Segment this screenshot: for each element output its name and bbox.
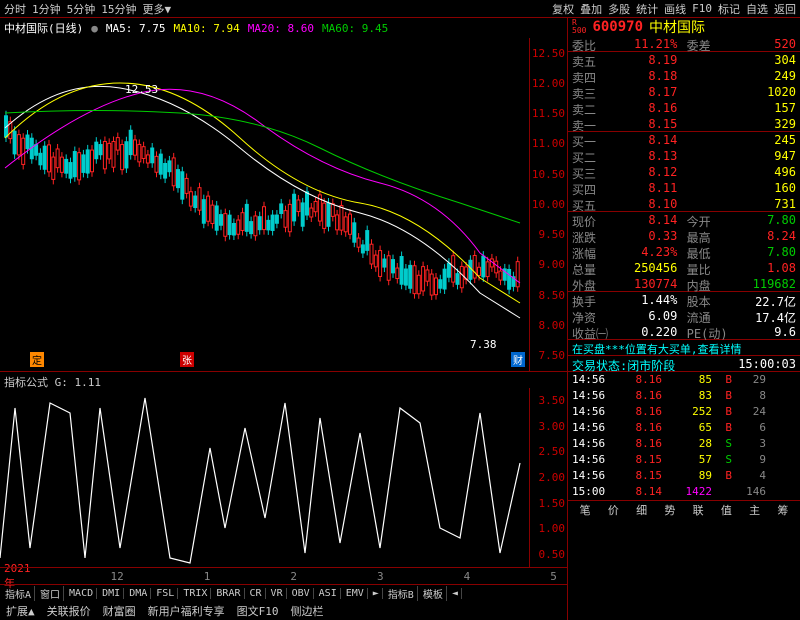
quote-row: 买二8.13947 [568,148,800,164]
quote-row: 委比11.21%委差520 [568,36,800,52]
topbar-item[interactable]: 统计 [636,1,658,17]
indicator-tab[interactable]: FSL [153,588,178,599]
topbar-item[interactable]: 15分钟 [101,1,136,17]
quote-row: 现价8.14今开7.80 [568,212,800,228]
quote-row: 买一8.14245 [568,132,800,148]
quote-row: 买三8.12496 [568,164,800,180]
ding-badge[interactable]: 定 [30,352,44,367]
topbar-item[interactable]: 更多▼ [143,1,172,17]
ma-header: 中材国际(日线) ● MA5: 7.75 MA10: 7.94 MA20: 8.… [0,18,567,38]
indicator-tab[interactable]: EMV [343,588,368,599]
tick-row: 14:568.1685B29 [568,372,800,388]
svg-text:7.38: 7.38 [470,338,497,351]
zhang-badge[interactable]: 张 [180,352,194,367]
right-tabs: 笔价细势联值主筹 [568,500,800,518]
quote-row: 换手1.44%股本22.7亿 [568,292,800,308]
right-tab[interactable]: 联 [693,502,704,518]
indicator-yaxis: 3.503.002.502.001.501.000.50 [529,388,567,567]
quote-row: 总量250456量比1.08 [568,260,800,276]
indicator-tab[interactable]: BRAR [213,588,244,599]
indicator-tab[interactable]: TRIX [180,588,211,599]
bottombar-item[interactable]: 图文F10 [233,603,283,619]
right-tab[interactable]: 筹 [777,502,788,518]
tick-row: 14:568.1628S3 [568,436,800,452]
svg-text:12.53: 12.53 [125,83,158,96]
right-tab[interactable]: 势 [664,502,675,518]
indicator-tab[interactable]: ◄ [449,588,462,599]
tick-row: 15:008.141422146 [568,484,800,500]
tick-row: 14:568.1589B4 [568,468,800,484]
quote-row: 卖一8.15329 [568,116,800,132]
tick-row: 14:568.1557S9 [568,452,800,468]
right-tab[interactable]: 细 [636,502,647,518]
quote-row: 买四8.11160 [568,180,800,196]
topbar-item[interactable]: 复权 [552,1,574,17]
tick-row: 14:568.1665B6 [568,420,800,436]
date-axis: 2021年1212345 [0,568,567,584]
price-chart[interactable]: 12.53 7.38 定 张 财 12.5012.0011.5011.0010.… [0,38,567,372]
oscillator-chart [0,388,530,568]
bottombar-item[interactable]: 财富圈 [99,603,140,619]
bottombar-item[interactable]: 扩展▲ [2,603,39,619]
quote-row: 涨幅4.23%最低7.80 [568,244,800,260]
right-tab[interactable]: 值 [721,502,732,518]
indicator-chart[interactable]: 3.503.002.502.001.501.000.50 [0,388,567,568]
indicator-tab[interactable]: MACD [66,588,97,599]
topbar-item[interactable]: 叠加 [580,1,602,17]
quote-row: 卖五8.19304 [568,52,800,68]
quote-row: 涨跌0.33最高8.24 [568,228,800,244]
quote-row: 外盘130774内盘119682 [568,276,800,292]
bottombar-item[interactable]: 关联报价 [43,603,95,619]
tick-row: 14:568.1683B8 [568,388,800,404]
quote-row: 收益㈠0.220PE(动)9.6 [568,324,800,340]
topbar-item[interactable]: 1分钟 [32,1,61,17]
stock-header: R500 600970 中材国际 [568,18,800,36]
indicator-tab[interactable]: VR [268,588,287,599]
indicator-tabs: 指标A窗口MACDDMIDMAFSLTRIXBRARCRVROBVASIEMV►… [0,584,567,602]
bottom-bar: 扩展▲关联报价财富圈新用户福利专享图文F10侧边栏 [0,602,567,620]
right-tab[interactable]: 价 [608,502,619,518]
bottombar-item[interactable]: 新用户福利专享 [144,603,229,619]
stock-code[interactable]: 600970 [592,19,643,35]
indicator-tab[interactable]: 指标A [2,586,35,601]
price-yaxis: 12.5012.0011.5011.0010.5010.009.509.008.… [529,38,567,371]
indicator-tab[interactable]: CR [247,588,266,599]
code-prefix: R500 [572,19,586,35]
indicator-tab[interactable]: 模板 [420,586,447,601]
topbar-item[interactable]: 画线 [664,1,686,17]
quote-row: 卖三8.171020 [568,84,800,100]
indicator-label: 指标公式 G: 1.11 [0,372,567,388]
topbar-item[interactable]: 5分钟 [67,1,96,17]
topbar-item[interactable]: 自选 [746,1,768,17]
topbar-item[interactable]: 返回 [774,1,796,17]
right-tab[interactable]: 笔 [580,502,591,518]
indicator-tab[interactable]: DMI [99,588,124,599]
chart-title: 中材国际(日线) [4,20,83,36]
quote-row: 买五8.10731 [568,196,800,212]
right-tab[interactable]: 主 [749,502,760,518]
indicator-tab[interactable]: ► [370,588,383,599]
top-toolbar: 分时 1分钟 5分钟 15分钟更多▼ 复权叠加多股统计画线 F10 标记自选返回 [0,0,800,18]
topbar-item[interactable]: 分时 [4,1,26,17]
indicator-tab[interactable]: 窗口 [37,586,64,601]
cai-badge[interactable]: 财 [511,352,525,367]
bottombar-item[interactable]: 侧边栏 [287,603,328,619]
indicator-tab[interactable]: 指标B [385,586,418,601]
indicator-tab[interactable]: ASI [316,588,341,599]
topbar-item[interactable]: 标记 [718,1,740,17]
quote-row: 卖四8.18249 [568,68,800,84]
indicator-tab[interactable]: DMA [126,588,151,599]
candlestick-chart: 12.53 7.38 [0,38,530,358]
stock-name[interactable]: 中材国际 [649,17,705,37]
quote-panel: R500 600970 中材国际 委比11.21%委差520卖五8.19304卖… [568,18,800,620]
quote-row: 净资6.09流通17.4亿 [568,308,800,324]
topbar-item[interactable]: F10 [692,2,712,15]
dot-icon: ● [91,22,98,35]
topbar-item[interactable]: 多股 [608,1,630,17]
tick-row: 14:568.16252B24 [568,404,800,420]
indicator-tab[interactable]: OBV [289,588,314,599]
quote-row: 卖二8.16157 [568,100,800,116]
